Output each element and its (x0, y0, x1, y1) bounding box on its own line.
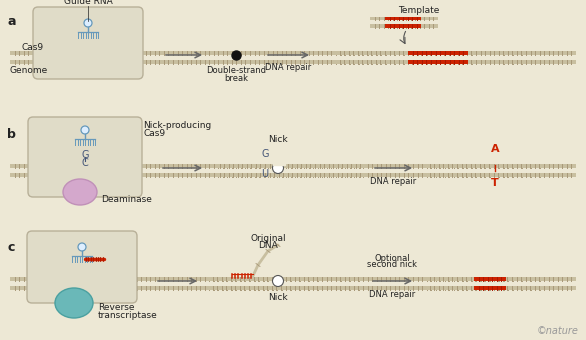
Text: U: U (261, 169, 268, 179)
Text: transcriptase: transcriptase (98, 311, 158, 321)
Text: ©nature: ©nature (537, 326, 579, 336)
Bar (10, 164, 576, 168)
Bar (10, 286, 576, 289)
Text: b: b (7, 128, 16, 141)
Text: DNA: DNA (258, 241, 278, 250)
Circle shape (81, 126, 89, 134)
Bar (335, 51, 576, 54)
Text: Nick-producing: Nick-producing (143, 120, 211, 130)
Circle shape (272, 275, 284, 287)
Bar (370, 24, 438, 28)
FancyBboxPatch shape (28, 117, 142, 197)
Text: break: break (224, 74, 248, 83)
Text: c: c (7, 241, 15, 254)
Circle shape (84, 19, 92, 27)
Text: Genome: Genome (10, 66, 48, 75)
Bar (208, 276, 363, 280)
Text: Guide RNA: Guide RNA (64, 0, 113, 6)
Bar (425, 276, 576, 280)
Bar (425, 286, 576, 289)
Bar (474, 286, 506, 289)
Ellipse shape (63, 179, 97, 205)
Bar (215, 172, 365, 176)
Bar (10, 172, 576, 176)
Text: A: A (490, 144, 499, 154)
Text: Optional: Optional (374, 254, 410, 263)
Bar (215, 164, 365, 168)
Bar (10, 276, 576, 280)
Text: G: G (81, 150, 88, 160)
Bar (425, 172, 576, 176)
Bar (335, 59, 576, 64)
Text: Cas9: Cas9 (22, 44, 44, 52)
Text: a: a (7, 15, 15, 28)
Text: Nick: Nick (268, 135, 288, 144)
Bar (385, 24, 421, 28)
Bar (370, 17, 438, 20)
Bar (425, 164, 576, 168)
Bar (408, 51, 468, 54)
Text: T: T (491, 178, 499, 188)
Bar (208, 286, 363, 289)
Bar (10, 51, 576, 54)
Text: Deaminase: Deaminase (101, 195, 152, 204)
Text: DNA repair: DNA repair (369, 290, 415, 299)
Text: DNA repair: DNA repair (265, 63, 311, 72)
Text: C: C (81, 158, 88, 168)
Text: second nick: second nick (367, 260, 417, 269)
Text: DNA repair: DNA repair (370, 177, 416, 186)
Text: Reverse: Reverse (98, 304, 135, 312)
Text: Template: Template (398, 6, 440, 15)
Bar (474, 276, 506, 280)
Text: Original: Original (250, 234, 286, 243)
Circle shape (78, 243, 86, 251)
Ellipse shape (55, 288, 93, 318)
Bar (385, 17, 421, 20)
Bar (408, 59, 468, 64)
Text: G: G (261, 149, 269, 159)
FancyBboxPatch shape (33, 7, 143, 79)
Text: Cas9: Cas9 (143, 129, 165, 137)
Circle shape (272, 163, 284, 173)
FancyBboxPatch shape (27, 231, 137, 303)
Text: Nick: Nick (268, 293, 288, 302)
Text: Double-strand: Double-strand (206, 66, 266, 75)
Bar (10, 59, 576, 64)
